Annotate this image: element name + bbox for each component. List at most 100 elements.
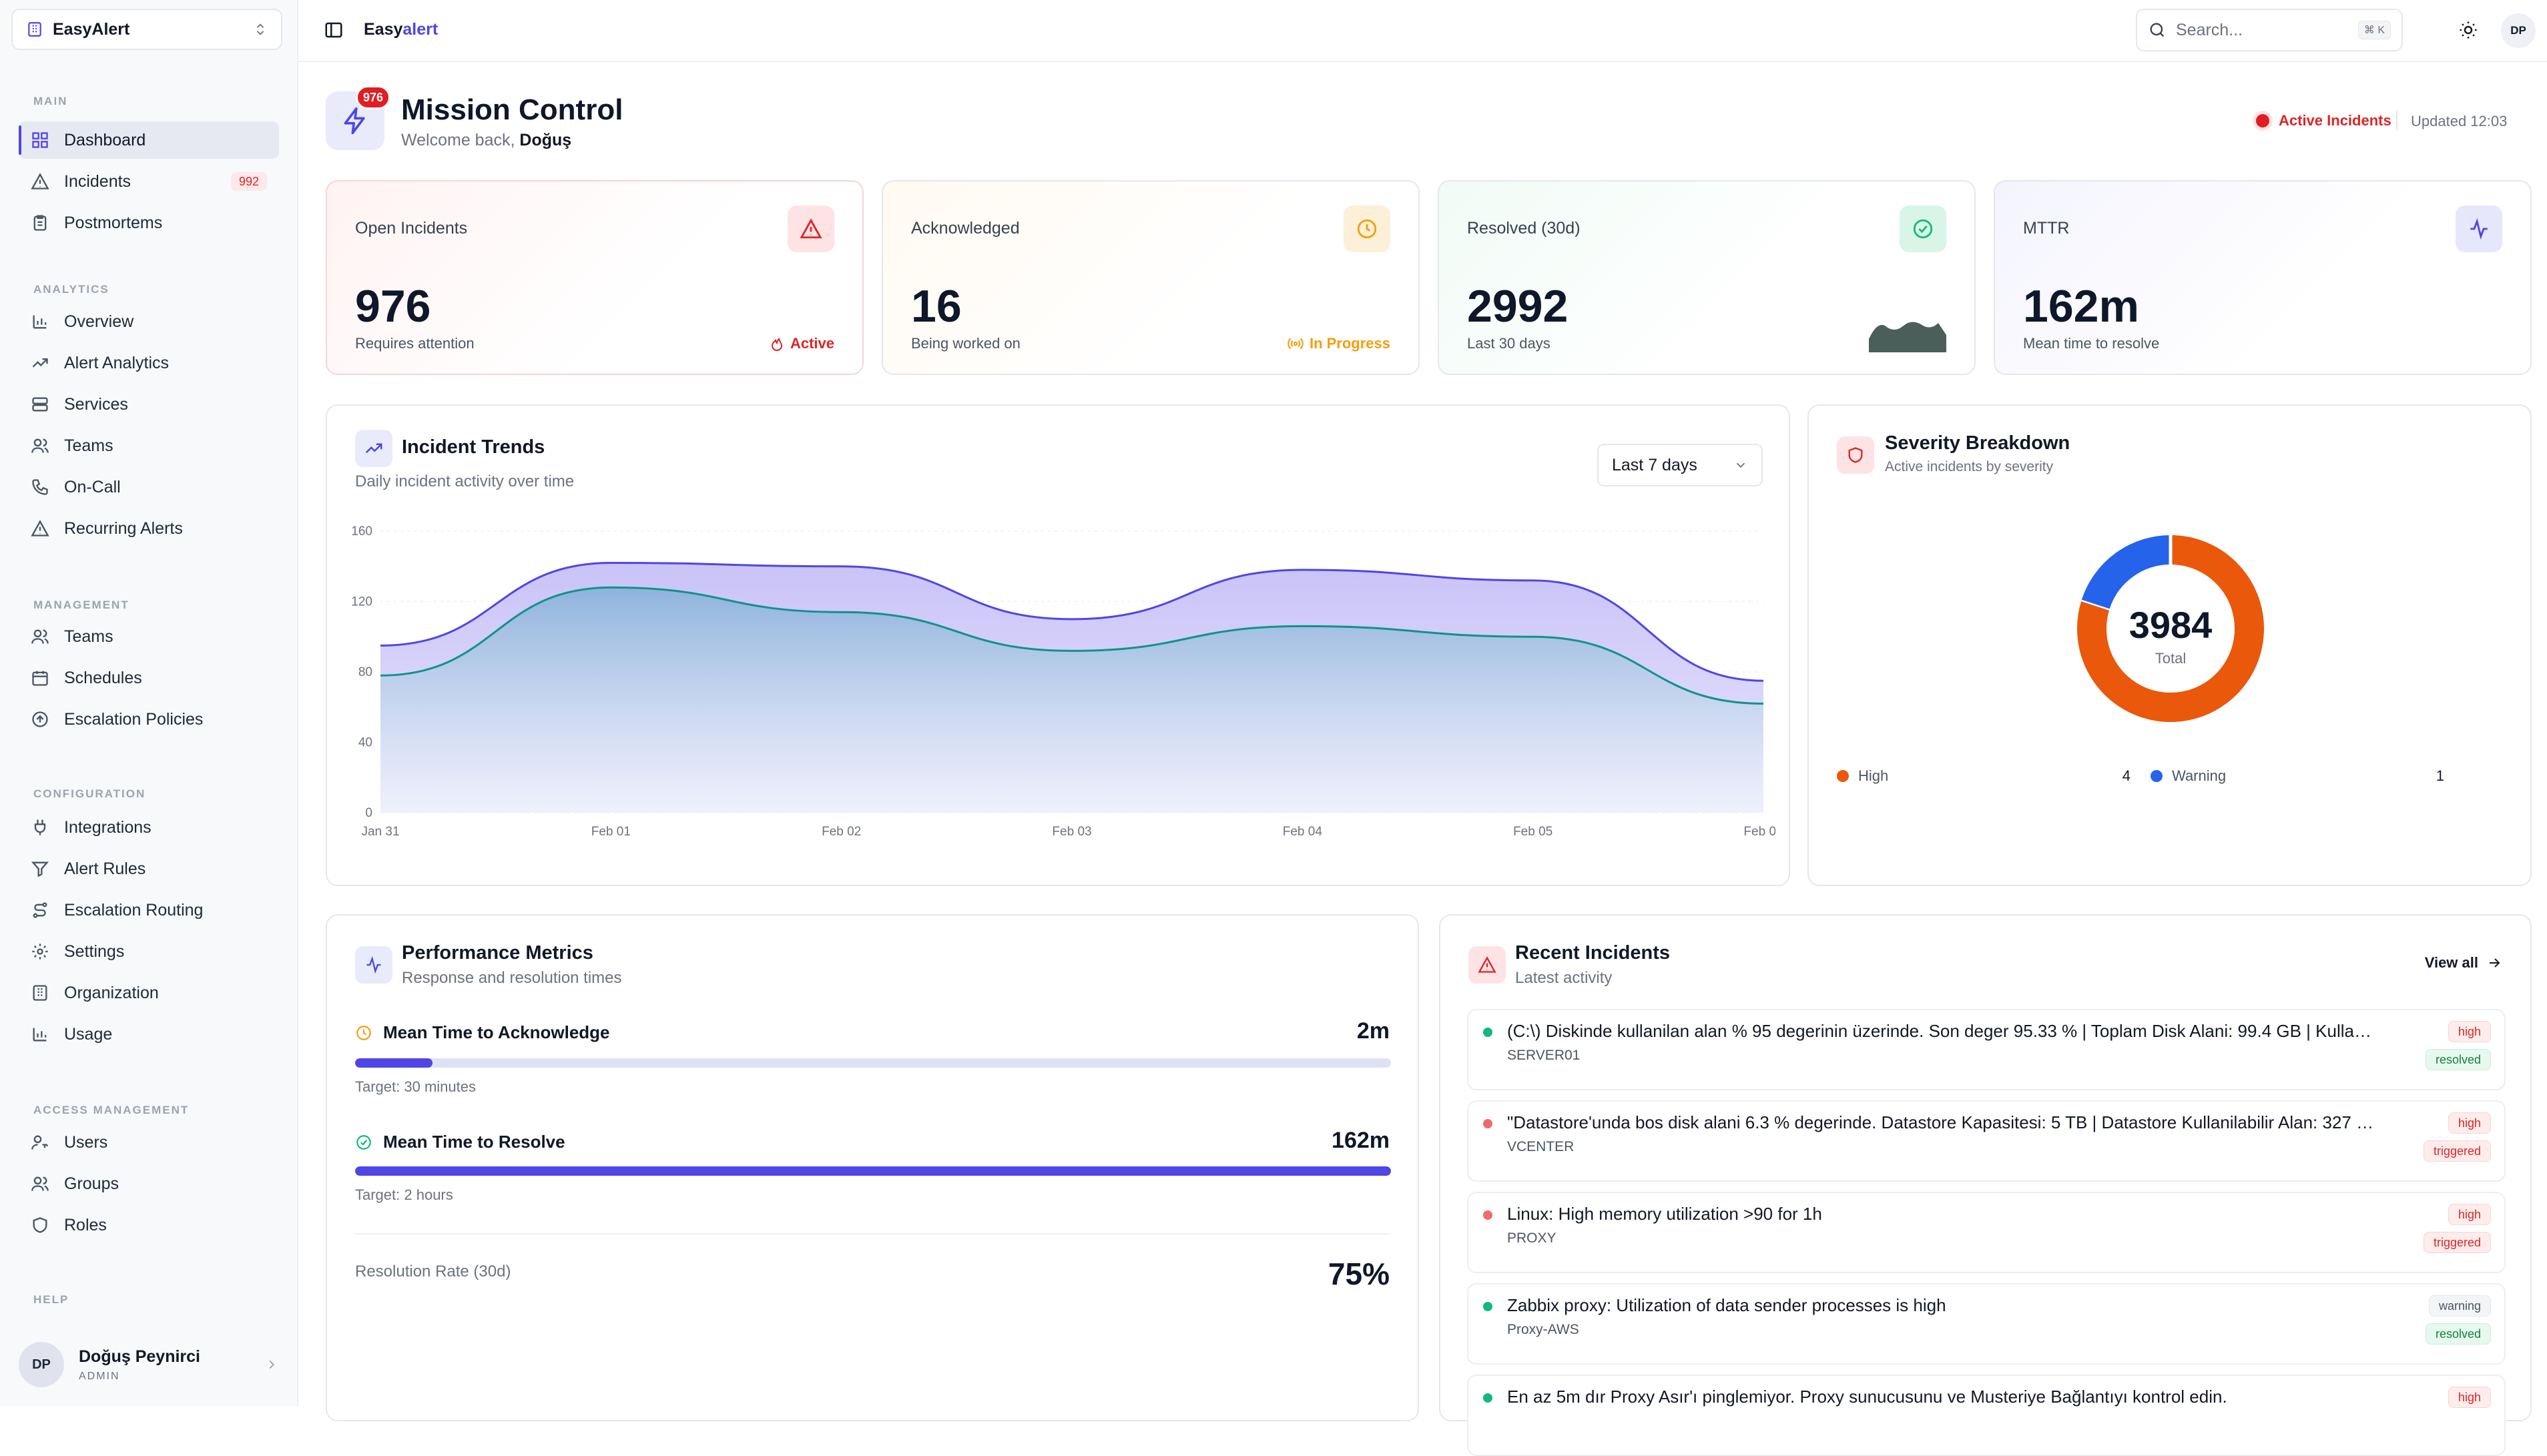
sidebar-item-alert-analytics[interactable]: Alert Analytics [19,344,279,382]
status-dot [1483,1119,1492,1128]
sidebar-item-settings[interactable]: Settings [19,933,279,970]
sidebar-item-incidents[interactable]: Incidents 992 [19,163,279,200]
sidebar-item-teams[interactable]: Teams [19,427,279,464]
date-range-select[interactable]: Last 7 days [1597,444,1763,486]
x-tick-label: Jan 31 [361,825,399,839]
recent-incidents-panel: Recent Incidents Latest activity View al… [1439,914,2532,1456]
live-dot [2256,114,2269,127]
y-tick-label: 0 [365,806,372,820]
performance-panel: Performance Metrics Response and resolut… [326,914,1419,1421]
incident-row[interactable]: Linux: High memory utilization >90 for 1… [1467,1192,2506,1273]
sidebar-item-postmortems[interactable]: Postmortems [19,204,279,242]
sidebar-item-recurring-alerts[interactable]: Recurring Alerts [19,510,279,547]
sidebar-item-dashboard[interactable]: Dashboard [19,121,279,159]
sidebar-item-integrations[interactable]: Integrations [19,809,279,846]
users-icon [31,627,49,646]
section-label-help: HELP [33,1293,69,1306]
sidebar-item-groups[interactable]: Groups [19,1165,279,1202]
panel-subtitle: Response and resolution times [402,969,622,987]
user-menu[interactable]: DP Doğuş Peynirci ADMIN [19,1338,279,1391]
phone-icon [31,478,49,496]
incident-row[interactable]: (C:\) Diskinde kullanilan alan % 95 dege… [1467,1009,2506,1090]
avatar[interactable]: DP [2501,13,2536,48]
search-icon [2150,23,2165,37]
sidebar-toggle-icon[interactable] [324,20,344,40]
severity-badge: high [2448,1021,2491,1042]
page-title: Mission Control [401,93,623,126]
section-label-analytics: ANALYTICS [33,283,109,296]
donut-slice-warning[interactable] [2081,535,2171,609]
plug-icon [31,818,49,837]
arrow-right-icon [2490,958,2500,968]
brand-logo: Easyalert [364,20,439,39]
sidebar-item-alert-rules[interactable]: Alert Rules [19,850,279,887]
resolution-rate-value: 75% [1328,1256,1390,1291]
incident-row[interactable]: "Datastore'unda bos disk alani 6.3 % deg… [1467,1100,2506,1182]
stat-subtext: Last 30 days [1467,335,1550,352]
sidebar-item-roles[interactable]: Roles [19,1206,279,1244]
sidebar-item-organization[interactable]: Organization [19,974,279,1012]
panel-subtitle: Active incidents by severity [1885,459,2054,474]
legend-swatch [2151,770,2163,782]
app-switcher[interactable]: EasyAlert [11,9,282,50]
zap-icon [344,107,365,135]
sidebar: EasyAlert MAIN ANALYTICS MANAGEMENT CONF… [0,0,298,1406]
sidebar-item-usage[interactable]: Usage [19,1016,279,1053]
clipboard-icon [31,214,49,232]
stat-subtext: Requires attention [355,335,475,352]
panel-subtitle: Latest activity [1515,969,1613,987]
stat-card-mttr[interactable]: MTTR 162m Mean time to resolve [1994,180,2532,375]
sidebar-item-teams[interactable]: Teams [19,618,279,655]
x-tick-label: Feb 05 [1513,825,1552,839]
mttr-value: 162m [1332,1128,1390,1153]
users-icon [31,436,49,455]
status-badge: In Progress [1287,335,1390,352]
sidebar-item-escalation-policies[interactable]: Escalation Policies [19,701,279,738]
sidebar-item-on-call[interactable]: On-Call [19,468,279,506]
server-icon [31,395,49,414]
panel-subtitle: Daily incident activity over time [355,472,575,490]
view-all-link[interactable]: View all [2425,954,2502,972]
donut-slice-high[interactable] [2077,535,2264,722]
panel-title: Severity Breakdown [1885,432,2070,454]
sidebar-item-label: Alert Rules [64,859,146,878]
x-tick-label: Feb 03 [1052,825,1091,839]
incident-title: (C:\) Diskinde kullanilan alan % 95 dege… [1507,1021,2375,1041]
series-line-0 [380,561,1764,682]
sidebar-item-escalation-routing[interactable]: Escalation Routing [19,891,279,929]
status-dot [1483,1302,1492,1311]
search-input[interactable]: Search... ⌘ K [2136,9,2403,51]
user-name: Doğuş Peynirci [79,1347,200,1366]
sidebar-item-label: Postmortems [64,213,163,232]
shield-icon [31,1216,49,1234]
stat-card-acknowledged[interactable]: Acknowledged 16 Being worked on In Progr… [882,180,1420,375]
x-tick-label: Feb 01 [591,825,631,839]
sidebar-item-services[interactable]: Services [19,386,279,423]
sidebar-item-label: Settings [64,942,125,961]
incident-row[interactable]: En az 5m dır Proxy Asır'ı pinglemiyor. P… [1467,1375,2506,1456]
sidebar-item-label: Dashboard [64,130,146,149]
search-shortcut: ⌘ K [2357,21,2391,39]
sidebar-item-label: Roles [64,1215,107,1234]
sidebar-item-label: Recurring Alerts [64,518,183,538]
sidebar-item-users[interactable]: Users [19,1124,279,1161]
updated-time: Updated 12:03 [2411,113,2508,129]
stat-subtext: Mean time to resolve [2023,335,2160,352]
status-badge: resolved [2425,1049,2491,1070]
stat-card-resolved[interactable]: Resolved (30d) 2992 Last 30 days [1438,180,1976,375]
sidebar-item-overview[interactable]: Overview [19,303,279,340]
route-icon [31,901,49,920]
search-placeholder: Search... [2176,20,2243,39]
legend-value: 4 [2122,767,2131,784]
severity-badge: high [2448,1112,2491,1134]
sidebar-item-label: Escalation Policies [64,709,204,729]
stat-card-open[interactable]: Open Incidents 976 Requires attention Ac… [326,180,864,375]
divider [355,1233,1390,1234]
activity-icon [2456,206,2502,252]
sidebar-item-schedules[interactable]: Schedules [19,659,279,697]
count-badge: 992 [230,172,267,191]
building-icon [31,984,49,1002]
incident-row[interactable]: Zabbix proxy: Utilization of data sender… [1467,1283,2506,1365]
sun-icon[interactable] [2458,20,2478,40]
active-incidents-indicator[interactable]: Active Incidents [2256,112,2391,129]
